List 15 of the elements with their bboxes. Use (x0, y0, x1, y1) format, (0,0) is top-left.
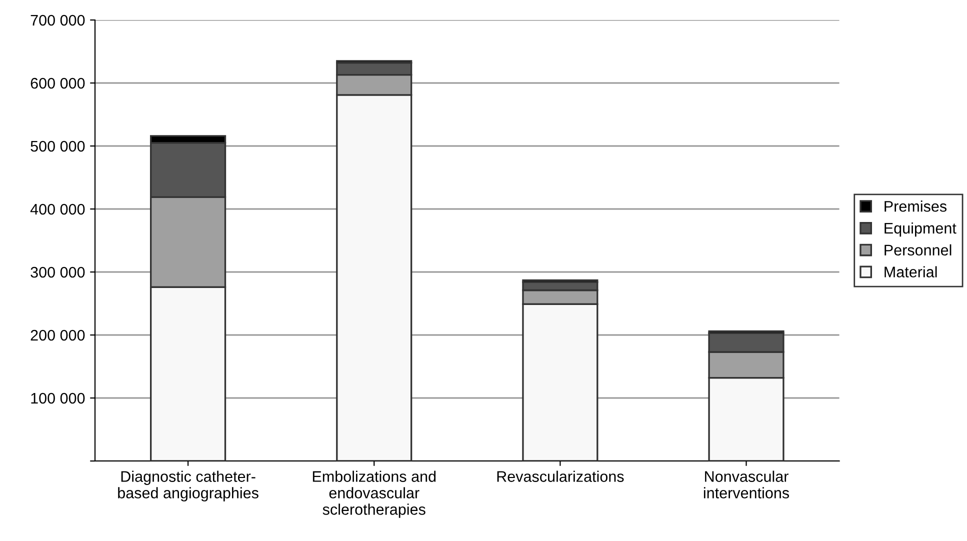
y-tick-label: 600 000 (30, 78, 85, 89)
y-tick-label: 300 000 (30, 266, 85, 278)
x-tick-label: Revascularizations (497, 470, 624, 482)
x-tick-label: Embolizations and endovascular sclerotherapies (312, 470, 436, 518)
legend-label: Personnel (884, 244, 952, 256)
y-tick-label: 100 000 (31, 392, 85, 404)
x-tick-label: Diagnostic catheter- based angiographies (118, 470, 258, 502)
y-tick-label: 200 000 (30, 330, 85, 341)
y-tick-label: 400 000 (30, 204, 85, 215)
x-tick-label: Nonvascular interventions (704, 470, 790, 498)
y-tick-label: 500 000 (30, 140, 85, 152)
legend-label: Premises (884, 200, 947, 212)
legend-label: Material (884, 266, 937, 278)
y-tick-label: 700 000 (30, 14, 85, 26)
legend-label: Equipment (884, 222, 956, 237)
